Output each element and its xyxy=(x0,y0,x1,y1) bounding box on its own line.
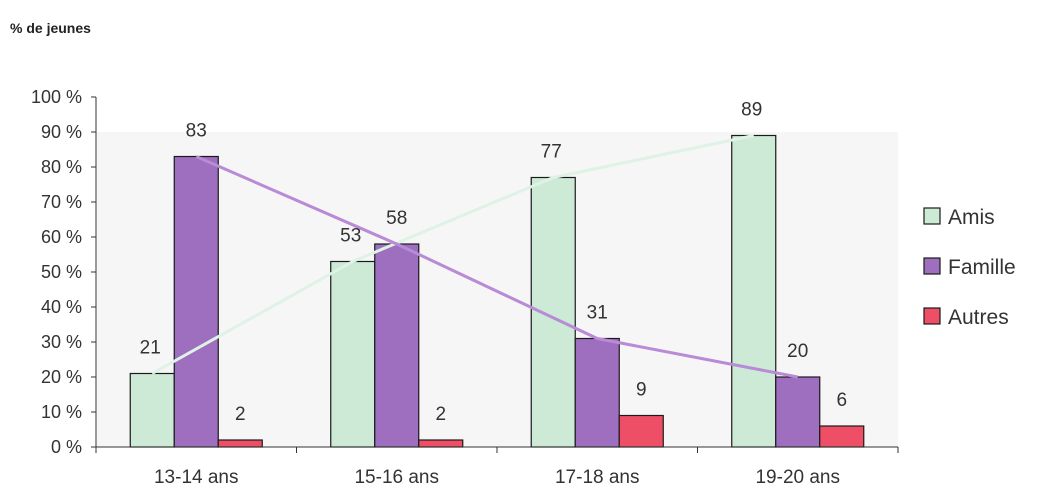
y-tick-label: 70 % xyxy=(41,192,82,212)
bar-amis-19-20-ans xyxy=(731,134,777,448)
legend-swatch-famille xyxy=(923,257,941,275)
bar-famille-13-14-ans xyxy=(173,155,219,448)
y-tick-label: 40 % xyxy=(41,297,82,317)
y-tick-label: 10 % xyxy=(41,402,82,422)
bar-amis-15-16-ans xyxy=(330,260,376,448)
trend-line-famille xyxy=(195,155,799,379)
data-label-famille-17-18-ans: 31 xyxy=(587,303,608,324)
data-label-famille-15-16-ans: 58 xyxy=(386,208,407,229)
y-tick-label: 0 % xyxy=(51,437,82,457)
legend-label-autres: Autres xyxy=(948,306,1009,329)
y-tick-label: 20 % xyxy=(41,367,82,387)
data-label-amis-19-20-ans: 89 xyxy=(741,100,762,121)
y-tick-label: 60 % xyxy=(41,227,82,247)
legend-swatch-autres xyxy=(923,307,941,325)
data-label-autres-13-14-ans: 2 xyxy=(235,404,246,425)
x-tick-label-19-20-ans: 19-20 ans xyxy=(755,467,840,488)
legend-swatch-amis xyxy=(923,207,941,225)
y-tick-label: 80 % xyxy=(41,157,82,177)
bar-autres-13-14-ans xyxy=(217,439,263,448)
x-tick-label-17-18-ans: 17-18 ans xyxy=(555,467,640,488)
data-label-amis-13-14-ans: 21 xyxy=(140,338,161,359)
bar-autres-19-20-ans xyxy=(819,425,865,448)
bar-famille-19-20-ans xyxy=(775,376,821,448)
data-label-famille-13-14-ans: 83 xyxy=(186,121,207,142)
value-labels-group: 21 53 77 89 83 58 31 20 2 2 9 6 xyxy=(140,100,847,426)
legend-group: Amis Famille Autres xyxy=(923,206,1016,329)
x-tick-label-13-14-ans: 13-14 ans xyxy=(154,467,239,488)
y-axis-label: % de jeunes xyxy=(10,20,91,36)
y-tick-label: 90 % xyxy=(41,122,82,142)
data-label-autres-17-18-ans: 9 xyxy=(636,380,647,401)
bar-autres-15-16-ans xyxy=(418,439,464,448)
trend-line-amis xyxy=(151,134,755,375)
y-tick-label: 30 % xyxy=(41,332,82,352)
y-tick-label: 50 % xyxy=(41,262,82,282)
x-tick-label-15-16-ans: 15-16 ans xyxy=(354,467,439,488)
axes-group: 0 % 10 % 20 % 30 % 40 % 50 % 60 % 70 % 80 % 90 % 1… xyxy=(31,87,899,488)
legend-label-amis: Amis xyxy=(948,206,995,229)
legend-label-famille: Famille xyxy=(948,256,1016,279)
data-label-amis-15-16-ans: 53 xyxy=(340,226,361,247)
bar-autres-17-18-ans xyxy=(618,414,664,448)
trend-lines-group xyxy=(151,134,799,379)
data-label-autres-15-16-ans: 2 xyxy=(435,404,446,425)
y-tick-label: 100 % xyxy=(31,87,82,107)
bar-amis-13-14-ans xyxy=(129,372,175,448)
data-label-autres-19-20-ans: 6 xyxy=(836,390,847,411)
bar-famille-15-16-ans xyxy=(374,243,420,448)
bar-amis-17-18-ans xyxy=(530,176,576,448)
data-label-famille-19-20-ans: 20 xyxy=(787,341,808,362)
bar-famille-17-18-ans xyxy=(574,337,620,448)
data-label-amis-17-18-ans: 77 xyxy=(541,142,562,163)
